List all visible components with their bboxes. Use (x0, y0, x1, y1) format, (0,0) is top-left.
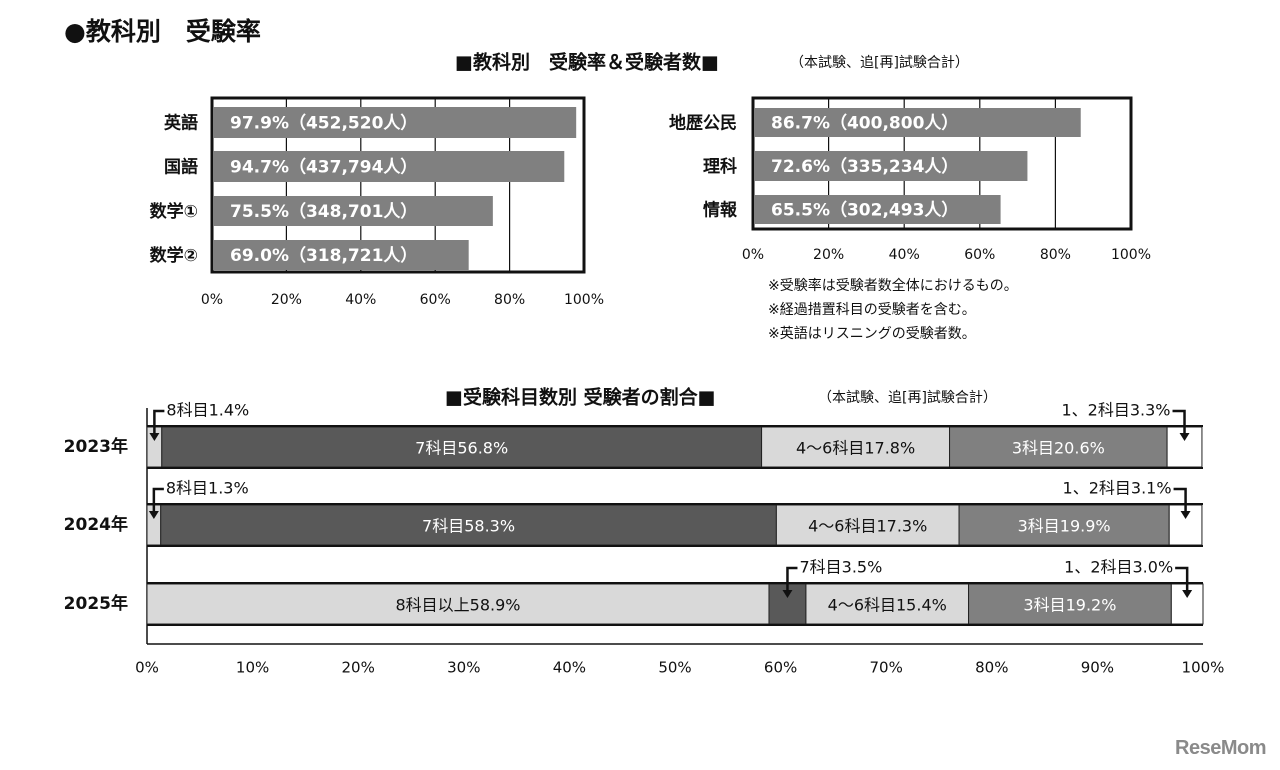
chart-subtitle: （本試験、追[再]試験合計） (790, 55, 969, 71)
category-label: 国語 (164, 157, 198, 178)
bar-data-label: 69.0%（318,721人） (230, 245, 417, 266)
x-tick-label: 40% (345, 292, 376, 308)
category-label: 2024年 (64, 514, 128, 535)
segment-data-label: 7科目58.3% (422, 517, 515, 536)
category-label: 数学① (150, 201, 198, 222)
chart-title: ■受験科目数別 受験者の割合■ (445, 386, 716, 409)
bar-data-label: 72.6%（335,234人） (771, 156, 958, 177)
x-tick-label: 100% (1182, 659, 1225, 677)
x-tick-label: 100% (564, 292, 604, 308)
bar (213, 240, 469, 270)
x-tick-label: 60% (764, 659, 797, 677)
category-label: 2023年 (64, 436, 128, 457)
callout-line (152, 487, 164, 515)
bar-data-label: 65.5%（302,493人） (771, 200, 958, 221)
x-tick-label: 40% (889, 247, 920, 263)
category-label: 数学② (150, 245, 198, 266)
x-tick-label: 0% (201, 292, 223, 308)
bar-data-label: 94.7%（437,794人） (230, 157, 417, 178)
bar (213, 196, 493, 226)
stacked-segment (949, 426, 1168, 468)
category-label: 英語 (164, 113, 198, 134)
page-title: ●教科別 受験率 (64, 17, 261, 46)
bar (213, 107, 577, 138)
footnote: ※経過措置科目の受験者を含む。 (768, 302, 976, 318)
segment-data-label: 4〜6科目17.8% (796, 439, 915, 458)
stacked-segment (968, 583, 1172, 625)
segment-data-label: 4〜6科目17.3% (808, 517, 927, 536)
bar-data-label: 86.7%（400,800人） (771, 113, 958, 134)
plot-frame (751, 96, 1133, 231)
segment-data-label: 8科目以上58.9% (395, 596, 520, 615)
arrow-icon (148, 511, 159, 519)
stacked-segment (146, 583, 770, 625)
x-tick-label: 90% (1081, 659, 1114, 677)
stacked-segment (805, 583, 970, 625)
stacked-segment (775, 504, 960, 546)
callout-label: 8科目1.4% (166, 401, 249, 420)
stacked-segment (160, 504, 777, 546)
x-tick-label: 50% (658, 659, 691, 677)
arrow-icon (782, 590, 793, 598)
arrow-icon (1182, 590, 1193, 598)
bar (213, 151, 565, 182)
callout-label: 7科目3.5% (799, 558, 882, 577)
arrow-icon (1179, 433, 1190, 441)
callout-label: 1、2科目3.3% (1062, 401, 1171, 420)
callout-line (786, 566, 798, 594)
stacked-segment (958, 504, 1170, 546)
bar-data-label: 97.9%（452,520人） (230, 113, 417, 134)
bar (754, 108, 1081, 137)
callout-line (153, 409, 165, 437)
x-tick-label: 60% (420, 292, 451, 308)
x-tick-label: 80% (494, 292, 525, 308)
bar (754, 195, 1001, 224)
callout-label: 1、2科目3.1% (1063, 479, 1172, 498)
x-tick-label: 80% (975, 659, 1008, 677)
segment-data-label: 4〜6科目15.4% (828, 596, 947, 615)
callout-line (1175, 566, 1189, 594)
chart-subtitle: （本試験、追[再]試験合計） (818, 390, 997, 406)
x-tick-label: 20% (271, 292, 302, 308)
x-tick-label: 0% (135, 659, 159, 677)
x-tick-label: 30% (447, 659, 480, 677)
footnote: ※英語はリスニングの受験者数。 (768, 325, 976, 342)
x-tick-label: 10% (236, 659, 269, 677)
x-tick-label: 40% (553, 659, 586, 677)
bar-data-label: 75.5%（348,701人） (230, 201, 417, 222)
callout-line (1172, 409, 1186, 437)
segment-data-label: 3科目20.6% (1012, 439, 1105, 458)
x-tick-label: 100% (1111, 247, 1151, 263)
x-tick-label: 70% (870, 659, 903, 677)
callout-label: 1、2科目3.0% (1064, 558, 1173, 577)
chart-title: ■教科別 受験率＆受験者数■ (455, 51, 719, 74)
bar (754, 151, 1028, 181)
segment-data-label: 3科目19.2% (1023, 596, 1116, 615)
category-label: 2025年 (64, 593, 128, 614)
callout-label: 8科目1.3% (166, 479, 249, 498)
resemom-logo: ReseMom (1175, 737, 1266, 759)
segment-data-label: 7科目56.8% (415, 439, 508, 458)
category-label: 理科 (703, 156, 737, 177)
x-tick-label: 20% (813, 247, 844, 263)
footnote: ※受験率は受験者数全体におけるもの。 (768, 277, 1018, 294)
callout-line (1173, 487, 1187, 515)
plot-frame (210, 96, 586, 274)
category-label: 情報 (703, 200, 738, 221)
category-label: 地歴公民 (669, 113, 737, 134)
x-tick-label: 60% (964, 247, 995, 263)
segment-data-label: 3科目19.9% (1018, 517, 1111, 536)
x-tick-label: 0% (742, 247, 764, 263)
x-tick-label: 80% (1040, 247, 1071, 263)
x-tick-label: 20% (342, 659, 375, 677)
arrow-icon (1180, 511, 1191, 519)
arrow-icon (149, 433, 160, 441)
